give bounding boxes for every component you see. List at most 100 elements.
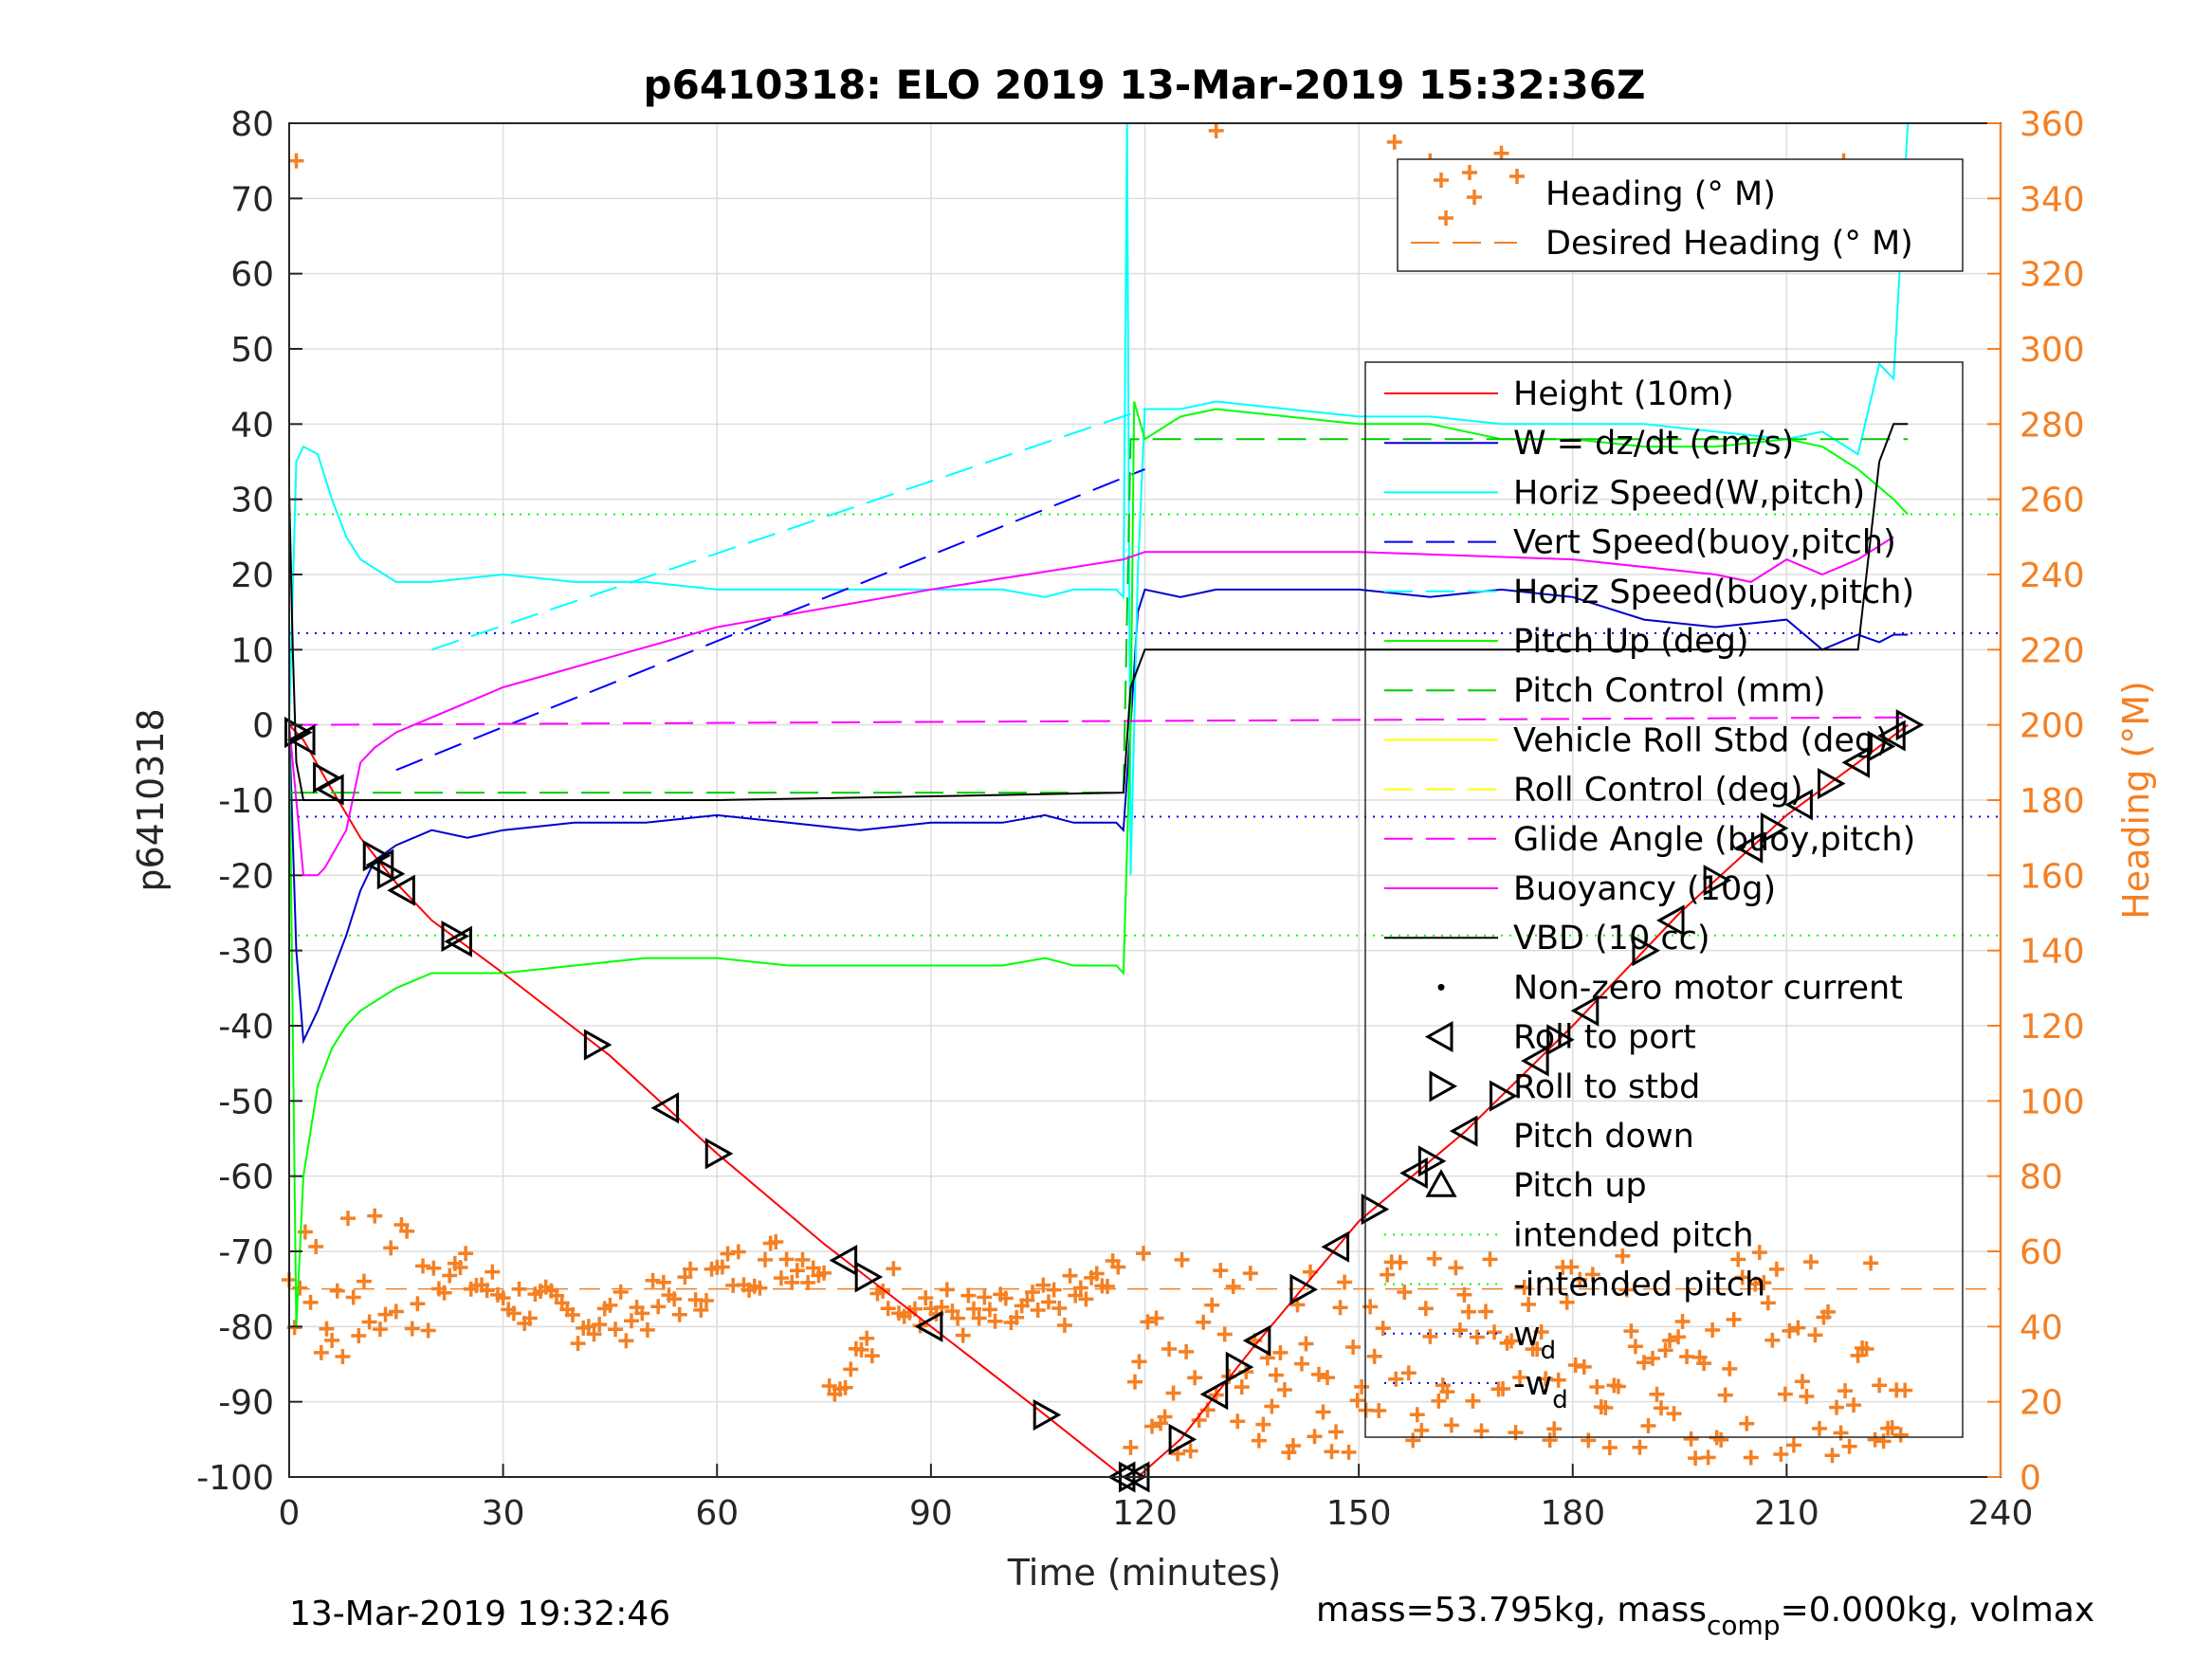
legend-label: W = dz/dt (cm/s) [1513,425,1794,463]
roll-stbd-marker [1417,1145,1447,1177]
heading-point [1473,1423,1490,1439]
heading-point [426,1260,442,1276]
heading-point [608,1322,624,1338]
heading-point [1799,1388,1815,1404]
roll-port-marker [1521,1045,1549,1077]
heading-point [1529,1341,1545,1358]
heading-point [1213,1263,1229,1279]
heading-point [1627,1339,1643,1355]
heading-point [758,1251,774,1267]
heading-point [1337,1274,1353,1290]
heading-point [1100,1278,1116,1294]
heading-point [1380,1267,1396,1283]
heading-point [1400,1365,1417,1381]
y-right-tick-label: 140 [2020,933,2085,972]
roll-stbd-marker [1225,1351,1254,1383]
heading-point [1251,1432,1267,1449]
heading-point [1046,1282,1062,1298]
heading-point [1794,1374,1810,1390]
legend-swatch [1424,1021,1453,1053]
heading-point [1293,1356,1309,1372]
y-tick-label: 50 [230,331,274,370]
x-tick-label: 90 [909,1494,953,1533]
heading-point [484,1264,501,1280]
roll-port-marker [1399,1157,1428,1190]
heading-point [1790,1320,1806,1336]
heading-point [1636,1355,1652,1371]
heading-point [586,1326,602,1342]
heading-point [1824,1448,1840,1464]
y-tick-label: 40 [230,406,274,445]
y-right-tick-label: 160 [2020,857,2085,896]
heading-point [1601,1440,1618,1456]
roll-port-marker [1841,746,1871,778]
heading-point [1671,1329,1687,1345]
heading-point [1196,1314,1212,1330]
heading-point [1892,1427,1909,1443]
heading-point [1208,122,1224,138]
legend-label: Pitch down [1513,1118,1694,1156]
heading-point [853,1341,869,1358]
heading-point [1230,1413,1246,1430]
heading-point [1187,1370,1203,1386]
heading-point [1276,1382,1292,1398]
heading-point [1538,1371,1554,1387]
roll-stbd-marker [1703,865,1732,897]
heading-point [1165,1385,1181,1401]
heading-point [436,1285,452,1301]
heading-point [1649,1386,1665,1402]
heading-point [624,1313,639,1329]
roll-port-marker [316,774,344,806]
heading-point [1439,1384,1455,1400]
roll-stbd-marker [854,1261,884,1293]
y-tick-label: -80 [218,1308,274,1347]
roll-stbd-marker [1632,935,1661,967]
heading-point [977,1289,993,1305]
heading-point [667,1291,683,1307]
heading-point [288,153,304,169]
x-axis-label: Time (minutes) [1007,1552,1282,1594]
heading-point [1255,1416,1271,1432]
heading-point [1584,1267,1600,1283]
heading-point [1414,1422,1430,1438]
roll-stbd-marker [376,858,406,890]
heading-point [1320,1370,1336,1386]
heading-point [1040,1294,1056,1310]
heading-point [383,1240,399,1256]
heading-point [1174,1251,1190,1267]
legend-heading-frame [1397,158,1964,272]
legend-main-frame [1364,361,1964,1438]
heading-point [886,1261,902,1277]
heading-point [1756,1275,1772,1291]
heading-point [955,1327,971,1343]
heading-point [1072,1280,1088,1296]
roll-port-marker [1321,1231,1350,1263]
heading-point [1324,1444,1340,1460]
heading-point [1469,1329,1485,1345]
y-right-tick-label: 240 [2020,556,2085,595]
heading-point [1785,1437,1801,1453]
heading-point [971,1310,987,1326]
heading-point [351,1327,367,1343]
heading-point [1088,1266,1105,1282]
legend-main: Height (10m) W = dz/dt (cm/s) Horiz Speed(… [1364,361,1964,1438]
heading-point [1110,1259,1126,1275]
heading-point [800,1274,816,1290]
x-tick-label: 240 [1968,1494,2034,1533]
heading-point [1654,1400,1670,1416]
chart-title: p6410318: ELO 2019 13-Mar-2019 15:32:36Z [644,62,1646,108]
y-right-tick-label: 180 [2020,782,2085,821]
heading-point [329,1283,345,1299]
heading-point [1713,1431,1729,1448]
heading-point [1777,1386,1793,1402]
heading-point [372,1322,388,1338]
heading-point [859,1330,875,1346]
series-line [431,408,1145,651]
heading-point [784,1274,800,1290]
legend-label: Vehicle Roll Stbd (deg) [1513,721,1889,759]
heading-point [1298,1336,1314,1352]
heading-point [319,1321,335,1337]
x-tick-label: 30 [482,1494,525,1533]
heading-point [918,1290,934,1306]
heading-point [367,1208,383,1224]
